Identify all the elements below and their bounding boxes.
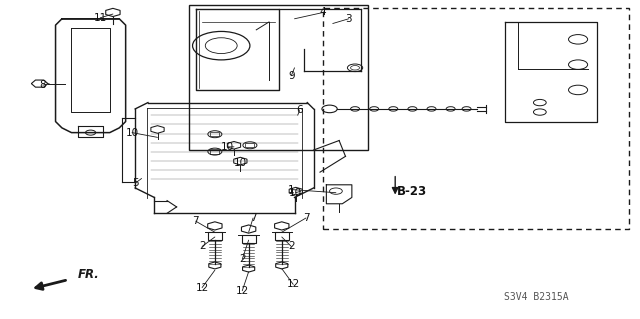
Text: 12: 12 — [236, 286, 249, 296]
Text: 9: 9 — [288, 71, 294, 81]
Text: 7: 7 — [303, 213, 309, 223]
Bar — [275, 232, 289, 240]
Text: S3V4 B2315A: S3V4 B2315A — [504, 292, 569, 302]
Text: 3: 3 — [346, 14, 352, 24]
Text: 10: 10 — [221, 142, 234, 152]
Text: 6: 6 — [296, 106, 303, 115]
Bar — [246, 143, 254, 147]
Text: 8: 8 — [40, 80, 46, 90]
Text: 12: 12 — [195, 283, 209, 293]
Text: 7: 7 — [250, 213, 257, 223]
Text: 10: 10 — [234, 158, 247, 168]
Text: 7: 7 — [193, 216, 199, 226]
Text: 1: 1 — [288, 184, 294, 195]
Text: 2: 2 — [199, 241, 205, 251]
Bar — [211, 132, 220, 137]
Bar — [211, 149, 220, 154]
Text: B-23: B-23 — [397, 185, 428, 198]
Text: FR.: FR. — [78, 268, 100, 281]
Text: 12: 12 — [287, 279, 300, 289]
Text: 10: 10 — [289, 188, 302, 198]
Bar — [242, 235, 255, 243]
Bar — [323, 8, 629, 229]
Text: 11: 11 — [93, 13, 107, 23]
Text: 2: 2 — [239, 254, 246, 264]
Text: 4: 4 — [320, 7, 326, 18]
Text: 5: 5 — [132, 178, 138, 188]
Text: 2: 2 — [288, 241, 294, 251]
Text: 10: 10 — [125, 128, 139, 137]
Bar — [208, 232, 222, 240]
Bar — [189, 4, 368, 150]
